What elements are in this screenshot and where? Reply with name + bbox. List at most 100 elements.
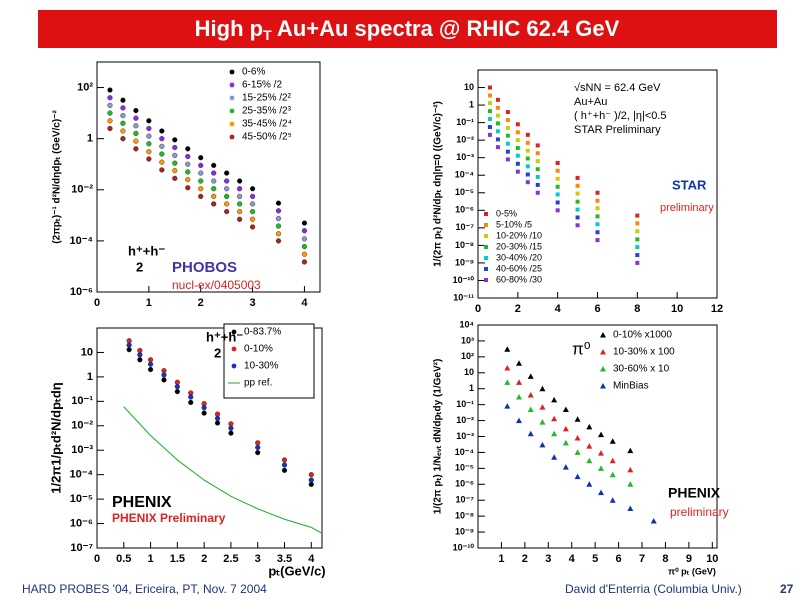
title-part: Au+Au spectra @ RHIC 62.4 GeV [272, 16, 620, 41]
marker [146, 156, 152, 162]
marker [527, 392, 534, 398]
y-tick-label: 10² [461, 351, 474, 361]
marker [161, 368, 167, 374]
marker [535, 182, 540, 187]
marker [515, 145, 520, 150]
marker [228, 430, 234, 436]
marker [211, 193, 217, 200]
marker [515, 138, 520, 143]
marker [495, 121, 500, 126]
marker [515, 153, 520, 158]
marker [575, 191, 580, 196]
legend-label: 30-60% x 10 [613, 364, 670, 375]
marker [555, 176, 560, 181]
marker [146, 125, 152, 132]
marker [137, 347, 143, 354]
marker [174, 389, 180, 395]
legend-label: pp ref. [244, 378, 272, 389]
legend-label: 25-35% /2³ [242, 106, 292, 117]
annotation: preliminary [660, 202, 714, 214]
marker [535, 167, 540, 172]
y-tick-label: 10⁻² [456, 135, 474, 145]
x-tick-label: 3 [255, 553, 261, 565]
y-tick-label: 10⁻⁶ [70, 286, 93, 298]
legend-swatch [484, 267, 488, 271]
marker [188, 394, 194, 400]
marker [595, 222, 600, 227]
y-tick-label: 10² [77, 81, 93, 93]
marker [185, 153, 191, 160]
marker [281, 457, 288, 463]
marker [120, 105, 126, 111]
marker [574, 416, 581, 422]
y-tick-label: 10⁻⁴ [455, 447, 474, 457]
marker [301, 243, 308, 250]
marker [562, 439, 569, 446]
legend-swatch [231, 363, 237, 369]
marker [308, 477, 314, 483]
legend-swatch [231, 346, 237, 352]
marker [107, 87, 113, 93]
y-tick-label: 10⁻³ [456, 152, 474, 162]
x-tick-label: 1 [148, 553, 154, 565]
marker [159, 128, 165, 134]
marker [137, 352, 143, 358]
marker [198, 155, 204, 161]
marker [495, 97, 500, 102]
legend-swatch [229, 134, 235, 140]
marker [133, 146, 139, 152]
y-tick-label: 10⁻¹¹ [453, 292, 474, 302]
marker [120, 120, 126, 126]
marker [275, 231, 282, 237]
legend-label: 15-25% /2² [242, 93, 292, 104]
marker [635, 253, 640, 258]
title-part: High p [195, 16, 263, 41]
plot-frame [96, 327, 323, 549]
x-tick-label: 4 [555, 303, 562, 315]
marker [214, 420, 221, 426]
marker [159, 151, 165, 157]
legend-swatch [229, 95, 235, 101]
annotation: Au+Au [574, 96, 607, 108]
marker [505, 149, 510, 154]
marker [598, 489, 605, 496]
legend-label: 10-30% [244, 361, 279, 372]
marker [281, 462, 288, 468]
marker [120, 128, 126, 134]
x-tick-label: 1 [498, 553, 504, 565]
marker [133, 130, 139, 137]
marker [275, 238, 282, 244]
legend-label: 0-10% x1000 [613, 330, 672, 341]
marker [562, 406, 569, 412]
legend-swatch [600, 349, 606, 355]
x-tick-label: 0.5 [116, 553, 131, 565]
marker [551, 454, 558, 460]
marker [159, 136, 165, 142]
x-tick-label: 10 [671, 303, 683, 315]
marker [495, 137, 500, 142]
y-tick-label: 10⁻² [71, 420, 93, 432]
marker [133, 107, 139, 114]
marker [146, 118, 152, 124]
marker [595, 238, 600, 243]
legend-label: 20-30% /15 [496, 241, 542, 251]
legend-swatch [484, 223, 488, 227]
marker [159, 159, 165, 165]
marker [495, 105, 500, 110]
marker [308, 481, 314, 487]
marker [595, 230, 600, 235]
marker [525, 180, 530, 185]
annotation: PHENIX [668, 485, 721, 501]
marker [249, 186, 256, 192]
x-tick-label: 2 [198, 297, 204, 309]
y-tick-label: 10⁻¹ [71, 395, 93, 407]
marker [562, 464, 569, 470]
marker [249, 216, 256, 222]
marker [539, 419, 546, 425]
marker [301, 236, 308, 242]
marker [146, 149, 152, 155]
marker [635, 213, 640, 218]
marker [224, 208, 230, 215]
marker [237, 193, 243, 200]
